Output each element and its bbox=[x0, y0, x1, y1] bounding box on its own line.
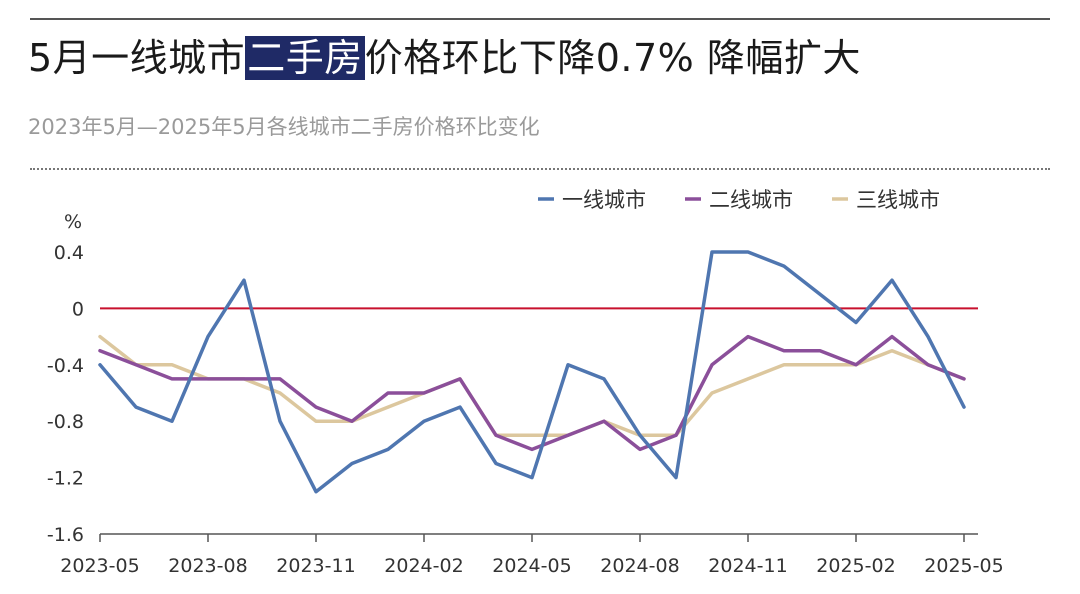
y-tick-label: 0 bbox=[72, 298, 84, 320]
x-tick-label: 2025-05 bbox=[924, 555, 1003, 577]
legend-label: 三线城市 bbox=[856, 188, 940, 212]
legend-label: 二线城市 bbox=[709, 188, 793, 212]
series-line bbox=[98, 334, 966, 452]
series-line bbox=[98, 250, 966, 494]
chart-legend: 一线城市 二线城市 三线城市 bbox=[538, 188, 940, 212]
x-tick-label: 2024-05 bbox=[492, 555, 571, 577]
title-text-end: 价格环比下降0.7% 降幅扩大 bbox=[364, 36, 861, 80]
y-tick-label: -0.8 bbox=[47, 411, 84, 433]
y-tick-label: -0.4 bbox=[47, 355, 84, 377]
y-axis-unit-label: % bbox=[64, 211, 82, 233]
top-rule bbox=[30, 18, 1050, 20]
y-tick-label: -1.2 bbox=[47, 468, 84, 490]
page-title: 5月一线城市二手房价格环比下降0.7% 降幅扩大 bbox=[28, 30, 861, 86]
x-tick-label: 2023-11 bbox=[276, 555, 355, 577]
x-tick-label: 2024-02 bbox=[384, 555, 463, 577]
legend-label: 一线城市 bbox=[562, 188, 646, 212]
y-tick-label: 0.4 bbox=[54, 242, 84, 264]
chart-subtitle: 2023年5月—2025年5月各线城市二手房价格环比变化 bbox=[28, 115, 540, 139]
x-tick-label: 2025-02 bbox=[816, 555, 895, 577]
series-line bbox=[98, 334, 966, 438]
title-text-start: 5月一线城市 bbox=[28, 36, 246, 80]
dotted-divider bbox=[30, 168, 1050, 170]
x-tick-label: 2023-05 bbox=[60, 555, 139, 577]
y-axis: % 0.4 0 -0.4 -0.8 -1.2 -1.6 bbox=[47, 211, 84, 546]
x-tick-label: 2023-08 bbox=[168, 555, 247, 577]
x-tick-label: 2024-11 bbox=[708, 555, 787, 577]
y-tick-label: -1.6 bbox=[47, 524, 84, 546]
title-highlight: 二手房 bbox=[245, 36, 365, 80]
series-lines bbox=[98, 250, 966, 494]
x-axis: 2023-05 2023-08 2023-11 2024-02 2024-05 2024-… bbox=[60, 533, 1004, 577]
x-tick-label: 2024-08 bbox=[600, 555, 679, 577]
